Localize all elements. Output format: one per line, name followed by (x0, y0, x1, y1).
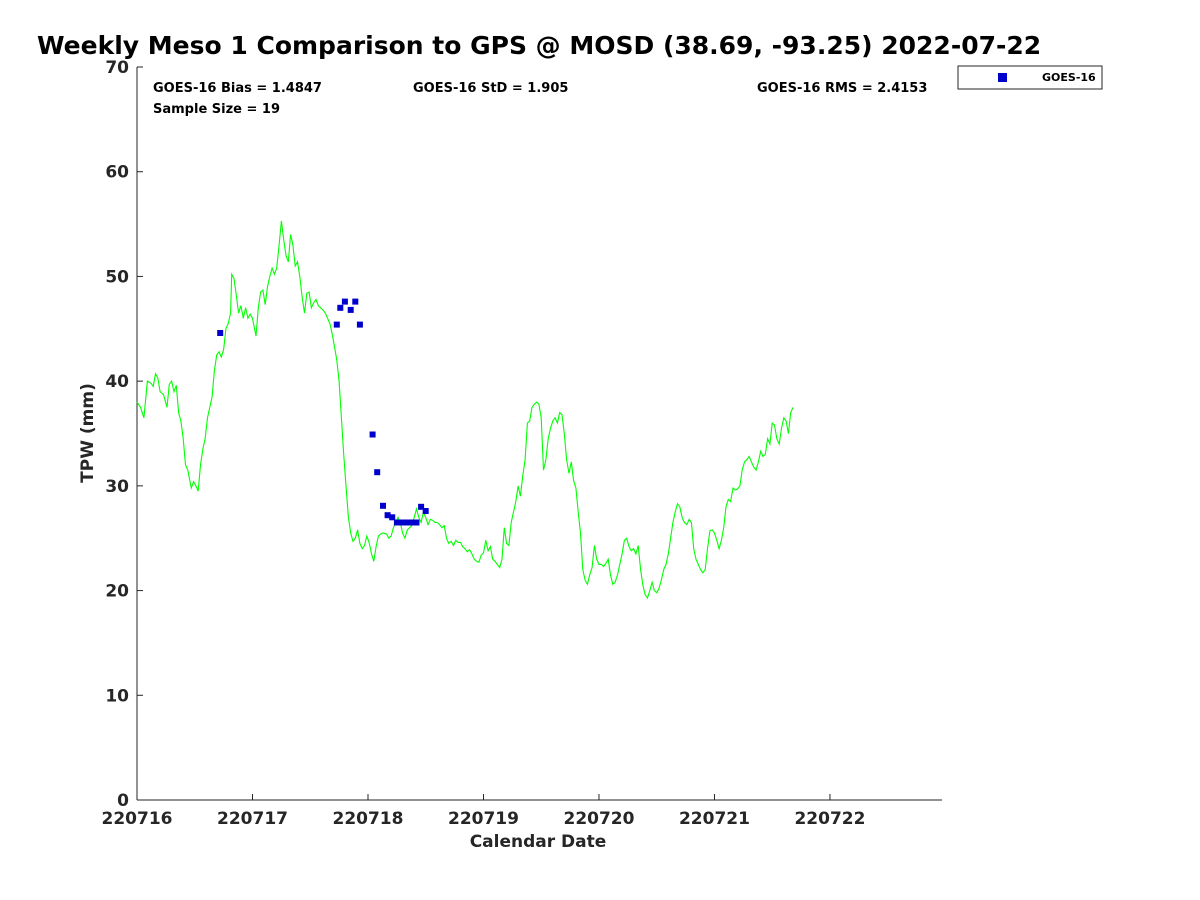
plot-area: 0 10 20 30 40 50 60 70 220716 220717 220718 220719… (102, 58, 942, 829)
sample-size-stat: Sample Size = 19 (153, 102, 280, 117)
goes16-point (407, 519, 414, 526)
goes16-point (413, 519, 420, 526)
y-tick-label: 70 (105, 58, 129, 78)
goes16-point (384, 512, 391, 519)
gps-tpw-line (136, 220, 794, 600)
x-tick-label: 220719 (448, 809, 519, 829)
goes16-point (393, 519, 400, 526)
legend: GOES-16 (957, 65, 1103, 90)
rms-stat: GOES-16 RMS = 2.4153 (757, 81, 927, 96)
legend-label: GOES-16 (1042, 71, 1096, 84)
goes16-point (337, 304, 344, 311)
goes16-point (217, 330, 224, 336)
y-axis-ticks: 0 10 20 30 40 50 60 70 (105, 58, 143, 811)
goes16-point (422, 508, 429, 514)
chart-title: Weekly Meso 1 Comparison to GPS @ MOSD (… (37, 31, 1041, 60)
x-tick-label: 220722 (794, 809, 865, 829)
goes16-point (398, 519, 405, 526)
x-axis-title: Calendar Date (470, 832, 607, 852)
goes16-point (341, 298, 348, 305)
y-tick-label: 60 (105, 163, 129, 183)
goes16-point (347, 306, 354, 313)
y-tick-label: 30 (105, 477, 129, 497)
y-tick-label: 10 (105, 686, 129, 706)
x-axis-ticks: 220716 220717 220718 220719 220720 220721 2207… (102, 794, 865, 829)
goes16-point (389, 514, 396, 521)
goes16-point (380, 502, 386, 509)
series-layer (136, 220, 794, 600)
x-tick-label: 220716 (102, 809, 173, 829)
x-tick-label: 220721 (679, 809, 750, 829)
goes16-point (333, 321, 340, 328)
goes16-point (369, 431, 376, 438)
x-tick-label: 220720 (563, 809, 634, 829)
goes16-point (418, 503, 425, 510)
y-tick-label: 40 (105, 372, 129, 392)
y-axis-title: TPW (mm) (78, 383, 98, 483)
bias-stat: GOES-16 Bias = 1.4847 (153, 81, 322, 96)
goes16-point (352, 298, 359, 305)
y-tick-label: 50 (105, 267, 129, 287)
std-stat: GOES-16 StD = 1.905 (413, 81, 568, 96)
x-tick-label: 220717 (217, 809, 288, 829)
y-tick-label: 20 (105, 582, 129, 602)
goes16-point (356, 321, 363, 328)
x-tick-label: 220718 (332, 809, 403, 829)
y-tick-label: 0 (117, 791, 129, 811)
goes16-point (403, 519, 410, 526)
legend-marker (998, 73, 1007, 82)
legend-box (957, 65, 1103, 90)
goes16-point (374, 469, 381, 476)
